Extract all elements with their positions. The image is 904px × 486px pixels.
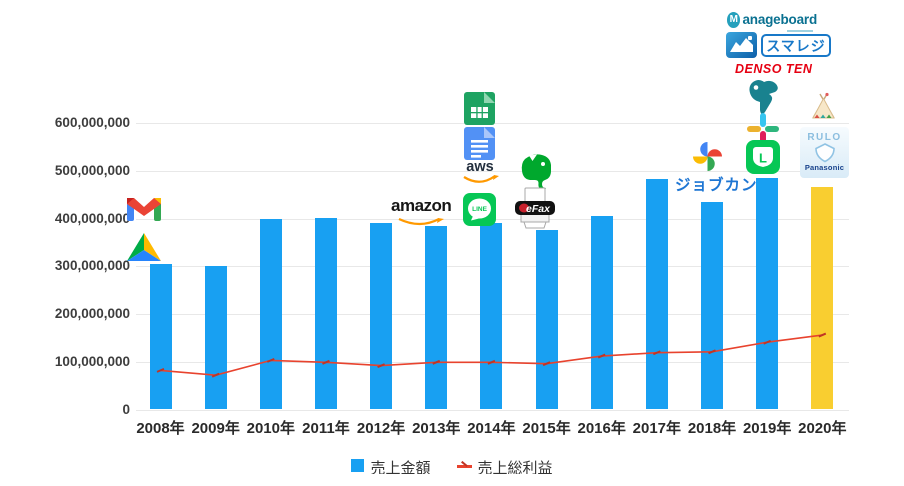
legend-line-swatch (456, 460, 472, 468)
evernote-icon (517, 152, 554, 191)
amazon-smile-icon (398, 218, 444, 226)
y-tick-label: 200,000,000 (54, 306, 130, 322)
google-photos-icon (692, 141, 723, 172)
x-tick-label: 2008年 (136, 420, 185, 437)
legend-bar-swatch (351, 459, 365, 472)
x-tick-label: 2020年 (798, 420, 847, 437)
bar-2019年[interactable] (756, 178, 779, 410)
svg-text:L: L (759, 151, 767, 166)
x-tick-label: 2012年 (356, 420, 406, 437)
y-tick-label: 100,000,000 (54, 353, 130, 369)
smaregi-logo: スマレジ (761, 34, 831, 57)
line-icon: LINE (463, 193, 496, 226)
x-tick-label: 2017年 (632, 420, 682, 437)
gridline (136, 409, 849, 411)
teal-mascot-icon (746, 79, 779, 115)
x-tick-label: 2015年 (522, 420, 571, 437)
x-tick-label: 2019年 (742, 420, 792, 437)
efax-logo: eFax (515, 187, 555, 229)
bar-2011年[interactable] (314, 217, 337, 410)
rulo-panasonic-logo: RULO Panasonic (800, 127, 849, 178)
bar-2008年[interactable] (149, 264, 172, 410)
x-tick-label: 2016年 (577, 420, 626, 437)
denso-ten-logo: DENSO TEN (735, 62, 813, 76)
manageboard-text: anageboard (742, 12, 817, 28)
rulo-text: RULO (807, 132, 842, 144)
bar-2018年[interactable] (701, 201, 723, 410)
legend-item-profit[interactable]: 売上総利益 (456, 457, 553, 474)
y-tick-label: 300,000,000 (54, 258, 130, 274)
manageboard-app-icon (726, 32, 757, 58)
line-works-icon: L (746, 140, 780, 174)
amazon-logo: amazon (391, 196, 452, 226)
bar-2016年[interactable] (590, 216, 613, 410)
bar-2009年[interactable] (204, 265, 227, 410)
bar-2013年[interactable] (425, 225, 448, 410)
x-tick-label: 2014年 (467, 420, 516, 437)
manageboard-logo: M anageboard (727, 10, 817, 32)
jobcan-logo: ジョブカン (675, 177, 758, 194)
aws-logo: aws (459, 160, 501, 189)
svg-text:eFax: eFax (526, 203, 551, 215)
google-docs-icon (464, 127, 495, 160)
y-tick-label: 0 (122, 401, 130, 417)
legend-sales-label: 売上金額 (370, 460, 431, 474)
google-sheets-icon (464, 92, 495, 125)
bar-2017年[interactable] (645, 179, 668, 410)
manageboard-subtext-decor (787, 30, 813, 32)
bar-2012年[interactable] (370, 223, 393, 410)
aws-text: aws (466, 159, 494, 175)
y-tick-label: 400,000,000 (54, 210, 130, 226)
gridline (136, 171, 849, 172)
x-tick-label: 2018年 (687, 420, 737, 437)
x-tick-label: 2011年 (302, 420, 350, 437)
manageboard-m-icon: M (727, 12, 741, 28)
x-tick-label: 2009年 (191, 420, 240, 437)
tipi-tent-icon (809, 92, 838, 119)
legend-profit-label: 売上総利益 (477, 460, 553, 474)
y-tick-label: 600,000,000 (54, 115, 130, 131)
x-tick-label: 2010年 (246, 420, 295, 437)
google-drive-icon (127, 232, 161, 263)
chart-legend: 売上金額 売上総利益 (0, 457, 904, 474)
bar-2010年[interactable] (259, 218, 282, 410)
svg-text:LINE: LINE (472, 206, 487, 213)
rulo-shield-icon (814, 143, 835, 163)
aws-smile-icon (463, 175, 499, 183)
bar-2014年[interactable] (480, 222, 503, 410)
bar-2020年[interactable] (811, 186, 834, 410)
gmail-icon (127, 195, 161, 223)
amazon-text: amazon (391, 196, 452, 215)
y-tick-label: 500,000,000 (54, 163, 130, 178)
bar-2015年[interactable] (535, 230, 558, 410)
x-tick-label: 2013年 (412, 420, 461, 437)
legend-item-sales[interactable]: 売上金額 (351, 457, 431, 474)
panasonic-text: Panasonic (804, 163, 845, 173)
